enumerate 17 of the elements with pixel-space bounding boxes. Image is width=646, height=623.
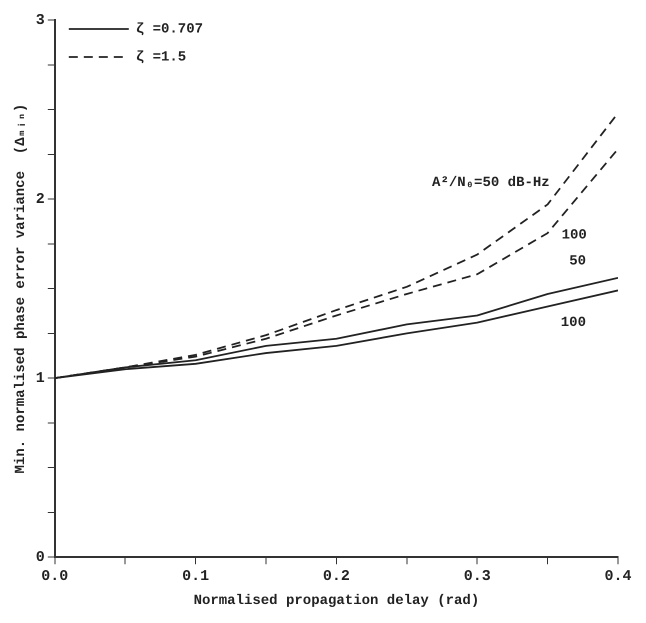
annotation: 100 bbox=[562, 228, 587, 244]
y-tick-label: 3 bbox=[36, 12, 45, 29]
annotation: 50 bbox=[569, 253, 586, 270]
x-tick-label: 0.3 bbox=[464, 568, 491, 585]
x-tick-label: 0.0 bbox=[41, 568, 68, 585]
legend-label: ζ =1.5 bbox=[136, 50, 186, 66]
annotation: A²/N₀=50 dB-Hz bbox=[432, 175, 550, 192]
x-tick-label: 0.4 bbox=[604, 568, 632, 585]
y-tick-label: 0 bbox=[36, 548, 45, 566]
y-tick-label: 1 bbox=[36, 370, 45, 387]
x-tick-label: 0.2 bbox=[322, 568, 350, 585]
x-axis-title: Normalised propagation delay (rad) bbox=[194, 593, 480, 610]
y-tick-label: 2 bbox=[36, 190, 45, 208]
annotation: 100 bbox=[560, 314, 586, 331]
y-axis-title: Min. normalised phase error variance (Δₘᵢₙ) bbox=[12, 104, 29, 474]
x-tick-label: 0.1 bbox=[182, 568, 210, 585]
legend-label: ζ =0.707 bbox=[136, 22, 204, 38]
